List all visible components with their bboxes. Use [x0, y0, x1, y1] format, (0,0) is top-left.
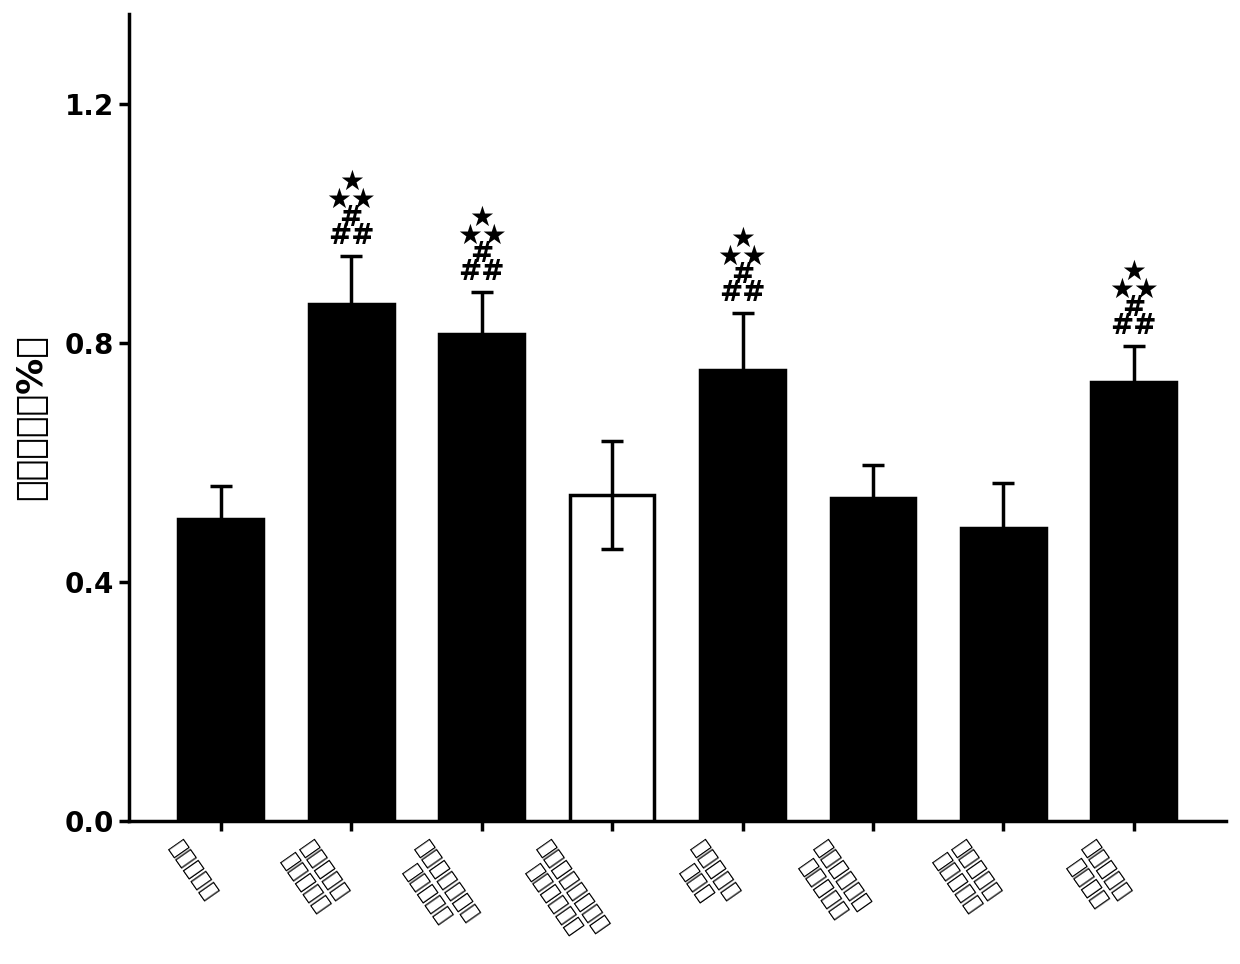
Bar	[701, 369, 785, 821]
Text: ★: ★	[469, 204, 494, 232]
Text: #: #	[470, 240, 494, 268]
Bar	[569, 495, 655, 821]
Text: #: #	[730, 261, 754, 289]
Bar	[961, 528, 1045, 821]
Bar	[439, 334, 525, 821]
Text: ★: ★	[339, 169, 363, 197]
Bar	[309, 304, 393, 821]
Text: ##: ##	[1111, 311, 1157, 339]
Text: #: #	[1122, 294, 1146, 322]
Text: ★★: ★★	[326, 186, 376, 214]
Text: #: #	[340, 204, 363, 232]
Bar	[831, 498, 915, 821]
Text: ★: ★	[1121, 258, 1146, 286]
Text: ##: ##	[327, 222, 374, 250]
Y-axis label: 脾脏指数（%）: 脾脏指数（%）	[14, 335, 48, 500]
Text: ★: ★	[730, 225, 755, 253]
Text: ★★: ★★	[718, 243, 768, 271]
Text: ##: ##	[719, 279, 766, 307]
Bar	[1091, 382, 1177, 821]
Text: ##: ##	[459, 258, 505, 286]
Text: ★★: ★★	[456, 222, 506, 250]
Bar	[179, 519, 263, 821]
Text: ★★: ★★	[1109, 276, 1158, 304]
